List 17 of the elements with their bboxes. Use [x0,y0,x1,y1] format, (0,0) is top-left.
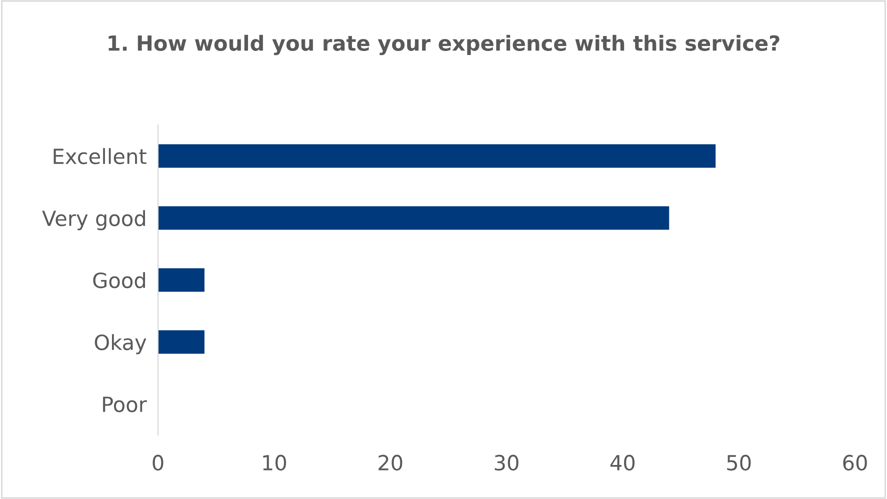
bar [158,330,204,354]
x-tick-label: 30 [494,454,518,471]
y-tick-label: Excellent [54,148,146,164]
x-tick-label: 20 [378,454,402,471]
x-tick-label: 50 [727,454,751,471]
y-tick-label: Okay [94,334,146,354]
bar [158,206,670,230]
x-tick-label: 60 [843,454,867,471]
bar [158,268,204,292]
x-tick-label: 0 [152,454,164,471]
bar [158,144,716,168]
y-tick-label: Good [93,272,145,288]
x-tick-label: 10 [263,454,286,471]
y-tick-label: Poor [103,396,147,412]
x-tick-label: 40 [610,454,635,471]
chart-title: 1. How would you rate your experience with this service? [108,34,780,56]
y-tick-label: Very good [42,210,145,230]
